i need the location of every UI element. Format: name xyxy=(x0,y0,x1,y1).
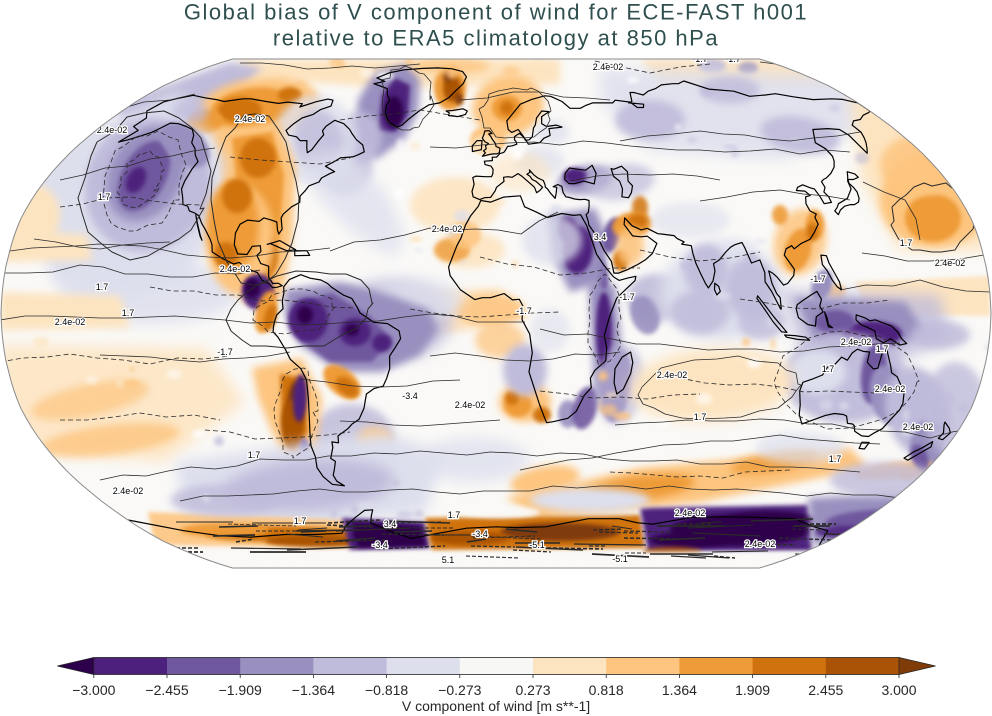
svg-text:2.4e-02: 2.4e-02 xyxy=(593,62,624,72)
svg-text:-1.7: -1.7 xyxy=(810,274,826,284)
svg-text:3.000: 3.000 xyxy=(881,682,916,698)
svg-text:−3.000: −3.000 xyxy=(72,682,115,698)
svg-text:2.4e-02: 2.4e-02 xyxy=(903,422,934,432)
svg-text:1.7: 1.7 xyxy=(822,364,835,374)
svg-text:2.4e-02: 2.4e-02 xyxy=(235,114,266,124)
svg-text:2.4e-02: 2.4e-02 xyxy=(97,125,128,135)
svg-text:5.1: 5.1 xyxy=(442,555,455,565)
svg-text:2.4e-02: 2.4e-02 xyxy=(841,337,872,347)
svg-text:2.4e-02: 2.4e-02 xyxy=(875,384,906,394)
svg-text:1.364: 1.364 xyxy=(662,682,697,698)
svg-text:2.4e-02: 2.4e-02 xyxy=(113,486,144,496)
svg-text:1.7: 1.7 xyxy=(829,454,842,464)
svg-text:2.4e-02: 2.4e-02 xyxy=(657,370,688,380)
svg-text:V component of wind [m s**-1]: V component of wind [m s**-1] xyxy=(402,698,590,714)
svg-text:-5.1: -5.1 xyxy=(612,554,628,564)
svg-text:2.4e-02: 2.4e-02 xyxy=(935,258,966,268)
svg-text:2.455: 2.455 xyxy=(808,682,843,698)
svg-text:1.7: 1.7 xyxy=(294,516,307,526)
svg-text:2.4e-02: 2.4e-02 xyxy=(220,264,251,274)
svg-text:2.4e-02: 2.4e-02 xyxy=(675,508,706,518)
svg-text:−1.364: −1.364 xyxy=(292,682,335,698)
svg-text:2.4e-02: 2.4e-02 xyxy=(432,224,463,234)
svg-text:relative to ERA5 climatology a: relative to ERA5 climatology at 850 hPa xyxy=(273,26,719,51)
svg-text:2.4e-02: 2.4e-02 xyxy=(55,317,86,327)
svg-text:-1.7: -1.7 xyxy=(619,292,635,302)
svg-text:1.7: 1.7 xyxy=(248,450,261,460)
svg-text:−1.909: −1.909 xyxy=(219,682,262,698)
svg-text:2.4e-02: 2.4e-02 xyxy=(455,400,486,410)
svg-text:-3.4: -3.4 xyxy=(472,529,488,539)
svg-text:1.7: 1.7 xyxy=(876,344,889,354)
svg-text:2.4e-02: 2.4e-02 xyxy=(745,539,776,549)
svg-text:-1.7: -1.7 xyxy=(217,347,233,357)
svg-text:1.7: 1.7 xyxy=(694,412,707,422)
svg-text:-3.4: -3.4 xyxy=(372,540,388,550)
svg-text:-5.1: -5.1 xyxy=(529,540,545,550)
svg-text:3.4: 3.4 xyxy=(384,519,397,529)
svg-text:−2.455: −2.455 xyxy=(145,682,188,698)
svg-text:0.273: 0.273 xyxy=(515,682,550,698)
svg-text:1.7: 1.7 xyxy=(122,308,135,318)
svg-text:3.4: 3.4 xyxy=(594,232,607,242)
svg-text:-3.4: -3.4 xyxy=(402,391,418,401)
svg-text:1.7: 1.7 xyxy=(448,510,461,520)
svg-text:1.7: 1.7 xyxy=(900,238,913,248)
svg-text:0.818: 0.818 xyxy=(589,682,624,698)
svg-text:-1.7: -1.7 xyxy=(725,54,741,64)
svg-text:1.909: 1.909 xyxy=(735,682,770,698)
svg-text:-1.7: -1.7 xyxy=(692,54,708,64)
svg-text:−0.273: −0.273 xyxy=(438,682,481,698)
svg-text:−0.818: −0.818 xyxy=(365,682,408,698)
svg-text:1.7: 1.7 xyxy=(96,282,109,292)
svg-text:1.7: 1.7 xyxy=(98,192,111,202)
svg-text:-1.7: -1.7 xyxy=(516,306,532,316)
svg-text:Global bias of V component of: Global bias of V component of wind for E… xyxy=(184,0,808,25)
